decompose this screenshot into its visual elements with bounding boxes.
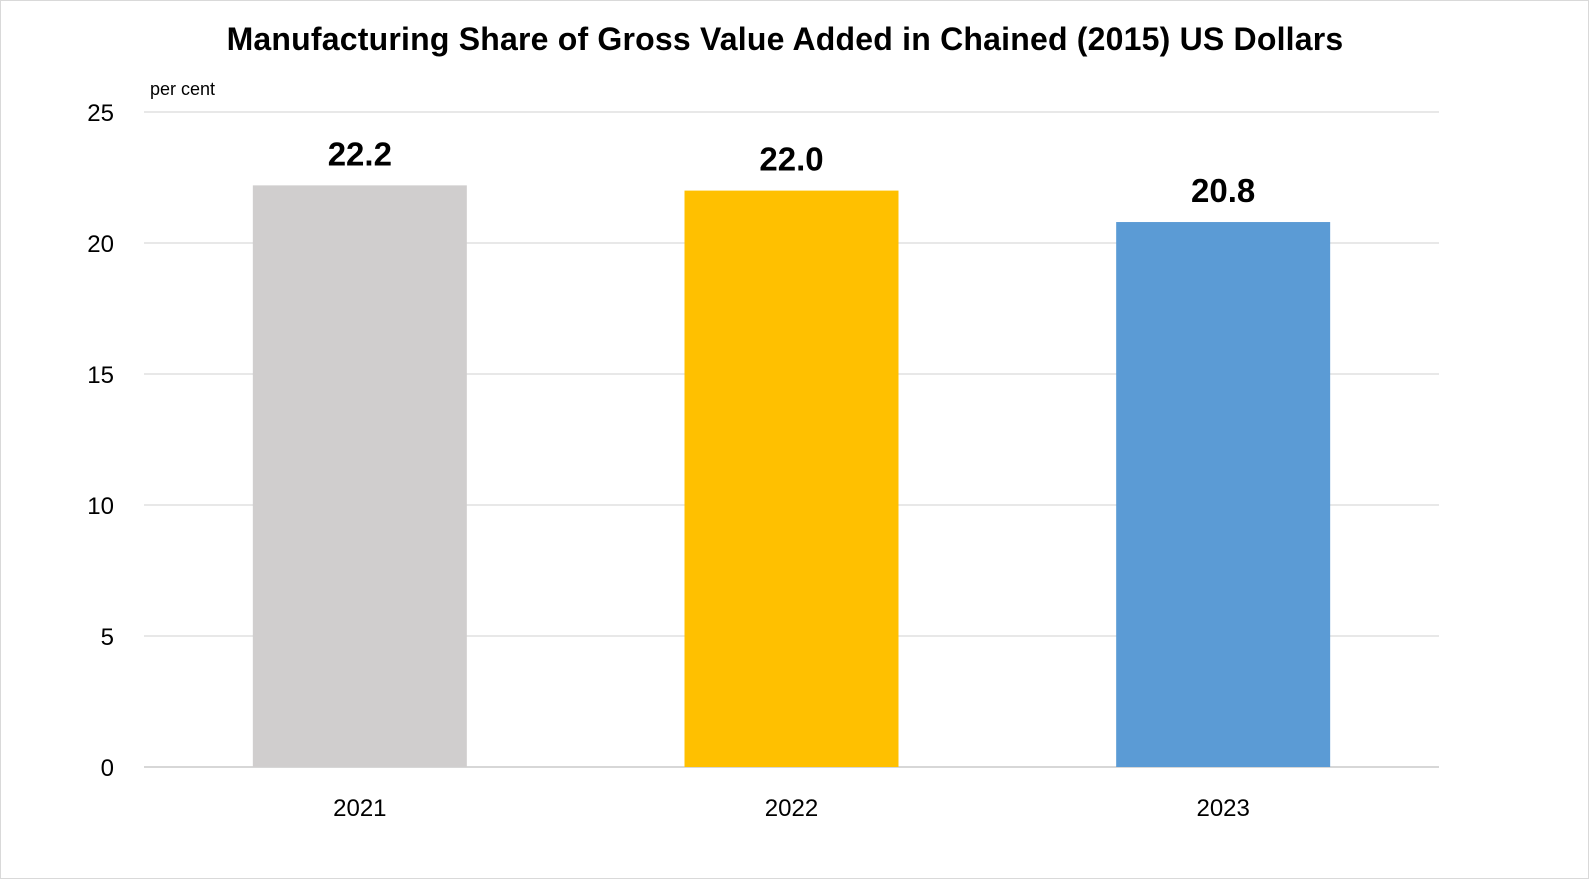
y-axis-unit-label: per cent: [150, 79, 216, 99]
data-label-2022: 22.0: [759, 141, 823, 178]
data-labels: 22.2 22.0 20.8: [328, 135, 1256, 209]
y-tick-label: 5: [101, 624, 114, 651]
y-tick-label: 25: [87, 100, 114, 127]
bar-2022: [684, 190, 899, 768]
y-tick-label: 10: [87, 493, 114, 520]
bar-2021: [252, 185, 467, 768]
bars: [252, 185, 1331, 768]
x-axis-ticks: 2021 2022 2023: [333, 795, 1250, 822]
y-tick-label: 15: [87, 362, 114, 389]
chart-title: Manufacturing Share of Gross Value Added…: [226, 21, 1344, 57]
y-tick-label: 0: [101, 755, 114, 782]
x-tick-label: 2023: [1196, 795, 1249, 822]
bar-chart-plot: 0 5 10 15 20 25 22.2 22.0 20.8 2021 2022 2023: [87, 100, 1439, 822]
x-tick-label: 2022: [765, 795, 818, 822]
bar-2023: [1116, 222, 1331, 768]
data-label-2021: 22.2: [328, 135, 392, 172]
y-axis-ticks: 0 5 10 15 20 25: [87, 100, 114, 782]
y-tick-label: 20: [87, 231, 114, 258]
x-tick-label: 2021: [333, 795, 386, 822]
data-label-2023: 20.8: [1191, 172, 1255, 209]
